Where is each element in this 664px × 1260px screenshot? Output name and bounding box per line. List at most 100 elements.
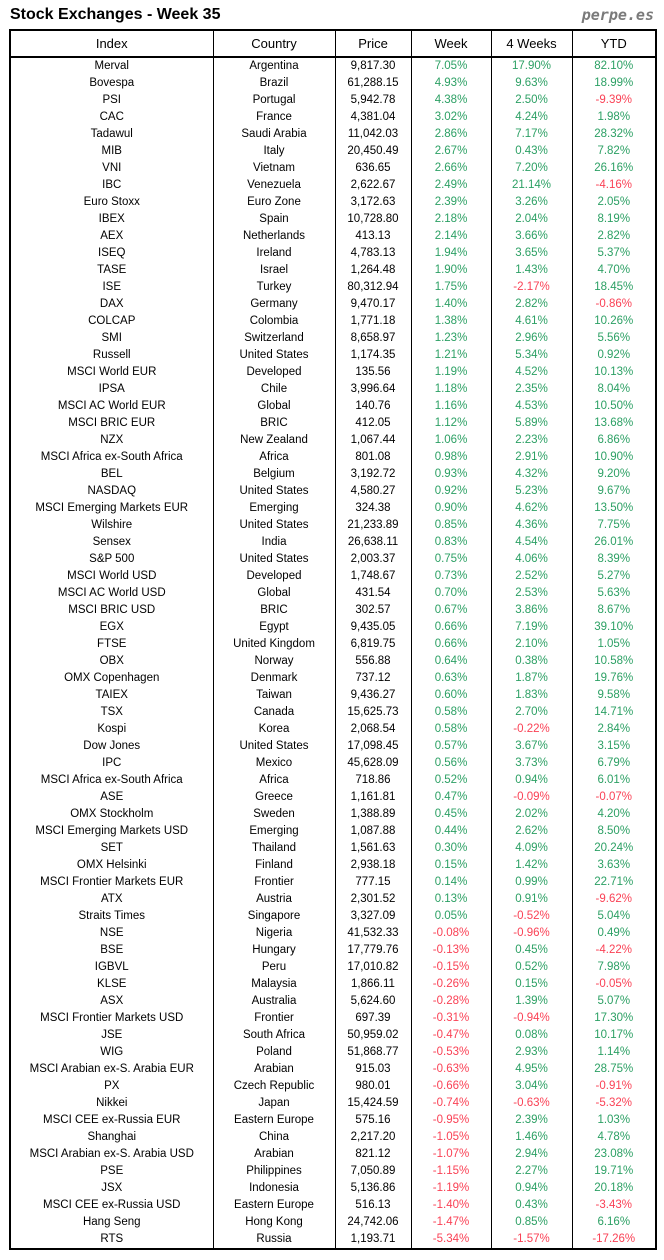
ytd-cell: 6.79% — [571, 755, 657, 772]
price-cell: 50,959.02 — [334, 1027, 412, 1044]
four-weeks-cell: 3.04% — [490, 1078, 573, 1095]
index-cell: WIG — [9, 1044, 214, 1061]
price-cell: 17,779.76 — [334, 942, 412, 959]
four-weeks-cell: 2.96% — [490, 330, 573, 347]
ytd-cell: 10.17% — [571, 1027, 657, 1044]
country-cell: Euro Zone — [212, 194, 336, 211]
price-cell: 51,868.77 — [334, 1044, 412, 1061]
four-weeks-cell: 1.39% — [490, 993, 573, 1010]
table-row: PSI Portugal 5,942.78 4.38% 2.50% -9.39% — [9, 92, 657, 109]
price-cell: 980.01 — [334, 1078, 412, 1095]
week-cell: 2.39% — [410, 194, 492, 211]
price-cell: 556.88 — [334, 653, 412, 670]
price-cell: 11,042.03 — [334, 126, 412, 143]
table-row: Bovespa Brazil 61,288.15 4.93% 9.63% 18.99% — [9, 75, 657, 92]
four-weeks-cell: 5.23% — [490, 483, 573, 500]
ytd-cell: 2.84% — [571, 721, 657, 738]
week-cell: -1.05% — [410, 1129, 492, 1146]
week-cell: -0.66% — [410, 1078, 492, 1095]
index-cell: TASE — [9, 262, 214, 279]
country-cell: Emerging — [212, 500, 336, 517]
ytd-cell: -9.62% — [571, 891, 657, 908]
country-cell: Canada — [212, 704, 336, 721]
index-cell: JSX — [9, 1180, 214, 1197]
table-row: AEX Netherlands 413.13 2.14% 3.66% 2.82% — [9, 228, 657, 245]
table-row: Russell United States 1,174.35 1.21% 5.34% 0.… — [9, 347, 657, 364]
index-cell: SMI — [9, 330, 214, 347]
week-cell: -0.13% — [410, 942, 492, 959]
week-cell: 0.90% — [410, 500, 492, 517]
table-row: COLCAP Colombia 1,771.18 1.38% 4.61% 10.26% — [9, 313, 657, 330]
price-cell: 15,625.73 — [334, 704, 412, 721]
four-weeks-cell: 2.04% — [490, 211, 573, 228]
price-cell: 41,532.33 — [334, 925, 412, 942]
country-cell: Denmark — [212, 670, 336, 687]
index-cell: JSE — [9, 1027, 214, 1044]
four-weeks-cell: 4.06% — [490, 551, 573, 568]
table-row: MSCI CEE ex-Russia EUR Eastern Europe 575.… — [9, 1112, 657, 1129]
country-cell: Russia — [212, 1231, 336, 1249]
week-cell: 0.30% — [410, 840, 492, 857]
price-cell: 4,381.04 — [334, 109, 412, 126]
four-weeks-cell: 3.65% — [490, 245, 573, 262]
index-cell: MSCI CEE ex-Russia USD — [9, 1197, 214, 1214]
ytd-cell: 5.56% — [571, 330, 657, 347]
column-header-week: Week — [410, 30, 492, 58]
country-cell: United States — [212, 551, 336, 568]
index-cell: PX — [9, 1078, 214, 1095]
price-cell: 801.08 — [334, 449, 412, 466]
country-cell: Vietnam — [212, 160, 336, 177]
country-cell: Spain — [212, 211, 336, 228]
ytd-cell: 5.37% — [571, 245, 657, 262]
price-cell: 1,388.89 — [334, 806, 412, 823]
table-row: Wilshire United States 21,233.89 0.85% 4.36%… — [9, 517, 657, 534]
week-cell: 2.14% — [410, 228, 492, 245]
week-cell: 2.67% — [410, 143, 492, 160]
ytd-cell: 3.15% — [571, 738, 657, 755]
table-header: Index Country Price Week 4 Weeks YTD — [9, 30, 657, 58]
index-cell: AEX — [9, 228, 214, 245]
table-row: Nikkei Japan 15,424.59 -0.74% -0.63% -5.32% — [9, 1095, 657, 1112]
table-row: MSCI Emerging Markets EUR Emerging 324.38 0… — [9, 500, 657, 517]
table-row: MSCI Emerging Markets USD Emerging 1,087.8… — [9, 823, 657, 840]
country-cell: Chile — [212, 381, 336, 398]
country-cell: Developed — [212, 364, 336, 381]
country-cell: Taiwan — [212, 687, 336, 704]
ytd-cell: 20.24% — [571, 840, 657, 857]
price-cell: 1,193.71 — [334, 1231, 412, 1249]
price-cell: 2,068.54 — [334, 721, 412, 738]
four-weeks-cell: 4.09% — [490, 840, 573, 857]
table-row: Dow Jones United States 17,098.45 0.57% 3.67… — [9, 738, 657, 755]
price-cell: 17,010.82 — [334, 959, 412, 976]
table-row: JSE South Africa 50,959.02 -0.47% 0.08% 10.17… — [9, 1027, 657, 1044]
four-weeks-cell: 3.26% — [490, 194, 573, 211]
price-cell: 9,436.27 — [334, 687, 412, 704]
ytd-cell: 19.76% — [571, 670, 657, 687]
price-cell: 15,424.59 — [334, 1095, 412, 1112]
four-weeks-cell: 1.42% — [490, 857, 573, 874]
ytd-cell: 4.78% — [571, 1129, 657, 1146]
table-row: TSX Canada 15,625.73 0.58% 2.70% 14.71% — [9, 704, 657, 721]
index-cell: ASX — [9, 993, 214, 1010]
index-cell: PSE — [9, 1163, 214, 1180]
index-cell: Dow Jones — [9, 738, 214, 755]
table-row: Euro Stoxx Euro Zone 3,172.63 2.39% 3.26% 2.0… — [9, 194, 657, 211]
ytd-cell: 8.04% — [571, 381, 657, 398]
table-row: MSCI BRIC EUR BRIC 412.05 1.12% 5.89% 13.68% — [9, 415, 657, 432]
week-cell: 0.63% — [410, 670, 492, 687]
index-cell: COLCAP — [9, 313, 214, 330]
price-cell: 636.65 — [334, 160, 412, 177]
week-cell: 4.38% — [410, 92, 492, 109]
index-cell: MSCI CEE ex-Russia EUR — [9, 1112, 214, 1129]
country-cell: BRIC — [212, 415, 336, 432]
table-row: IPC Mexico 45,628.09 0.56% 3.73% 6.79% — [9, 755, 657, 772]
week-cell: -0.08% — [410, 925, 492, 942]
country-cell: Frontier — [212, 874, 336, 891]
country-cell: Hong Kong — [212, 1214, 336, 1231]
index-cell: MSCI Emerging Markets EUR — [9, 500, 214, 517]
country-cell: United States — [212, 347, 336, 364]
four-weeks-cell: 0.43% — [490, 143, 573, 160]
ytd-cell: -9.39% — [571, 92, 657, 109]
index-cell: TAIEX — [9, 687, 214, 704]
table-row: MIB Italy 20,450.49 2.67% 0.43% 7.82% — [9, 143, 657, 160]
